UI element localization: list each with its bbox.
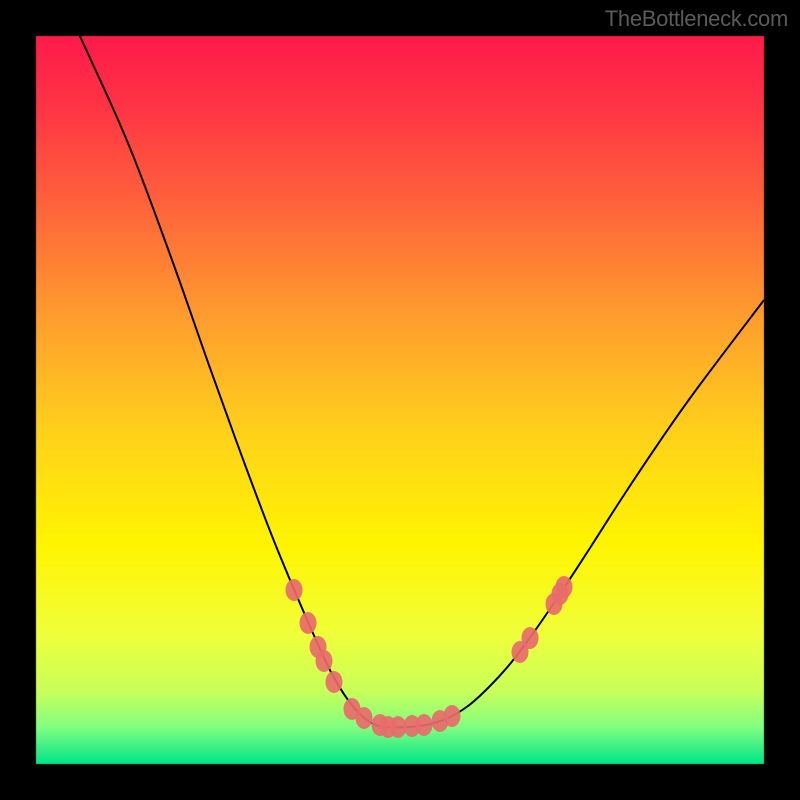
watermark-text: TheBottleneck.com	[605, 6, 788, 32]
gradient-background	[0, 0, 800, 800]
chart-container: TheBottleneck.com	[0, 0, 800, 800]
